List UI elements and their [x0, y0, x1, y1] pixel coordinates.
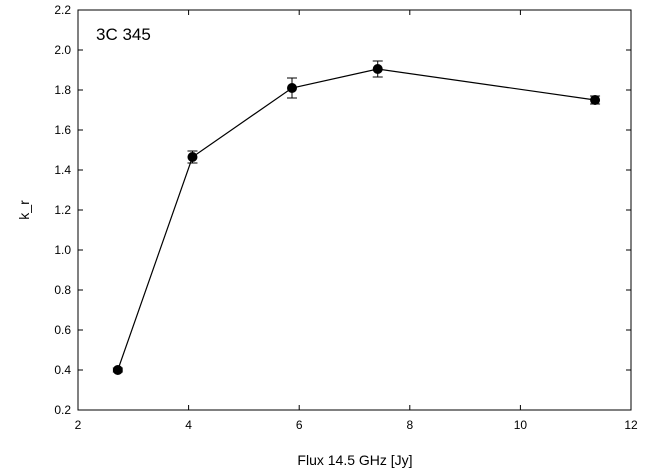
y-axis-label: k_r — [16, 200, 32, 220]
y-tick-label: 0.8 — [54, 283, 71, 297]
x-tick-label: 6 — [296, 418, 303, 432]
y-tick-label: 1.2 — [54, 203, 71, 217]
ticks: 2 4 6 8 10 12 0.2 0.4 0.6 0.8 1.0 1.2 1.4 1.6 1.8 2.0 2.… — [54, 3, 638, 432]
x-tick-label: 12 — [624, 418, 638, 432]
x-tick-label: 10 — [514, 418, 528, 432]
data-point — [112, 365, 123, 375]
y-tick-label: 1.8 — [54, 83, 71, 97]
y-tick-label: 1.4 — [54, 163, 71, 177]
x-tick-label: 2 — [75, 418, 82, 432]
y-tick-label: 1.0 — [54, 243, 71, 257]
y-tick-label: 0.6 — [54, 323, 71, 337]
y-tick-label: 2.2 — [54, 3, 71, 17]
series-line — [117, 68, 596, 371]
axes — [77, 9, 632, 411]
chart-title: 3C 345 — [96, 25, 151, 44]
y-tick-label: 2.0 — [54, 43, 71, 57]
data-series — [112, 60, 601, 375]
y-tick-label: 0.4 — [54, 363, 71, 377]
data-point — [187, 152, 198, 162]
data-point — [372, 64, 383, 74]
y-tick-label: 1.6 — [54, 123, 71, 137]
data-point — [287, 83, 298, 93]
x-tick-label: 4 — [185, 418, 192, 432]
plot-frame — [77, 9, 632, 411]
x-tick-label: 8 — [406, 418, 413, 432]
data-point — [590, 95, 601, 105]
y-tick-label: 0.2 — [54, 403, 71, 417]
x-axis-label: Flux 14.5 GHz [Jy] — [297, 452, 412, 468]
